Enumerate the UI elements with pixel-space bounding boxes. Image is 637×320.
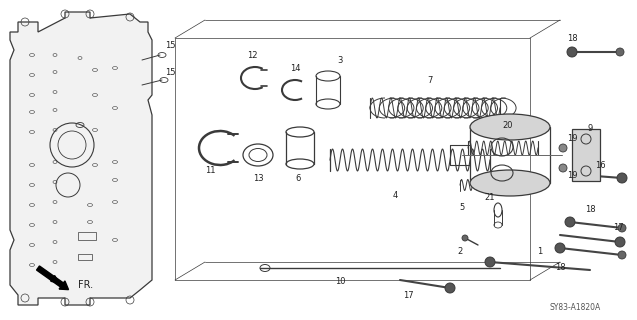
Text: 3: 3 — [338, 55, 343, 65]
FancyArrow shape — [36, 266, 69, 290]
Text: 8: 8 — [477, 121, 483, 130]
Circle shape — [559, 164, 567, 172]
Text: 18: 18 — [585, 205, 596, 214]
Text: 7: 7 — [427, 76, 433, 84]
Text: 15: 15 — [165, 41, 175, 50]
Text: 10: 10 — [335, 277, 345, 286]
Circle shape — [555, 243, 565, 253]
Circle shape — [559, 144, 567, 152]
Text: 2: 2 — [457, 247, 462, 257]
Circle shape — [462, 235, 468, 241]
Text: 5: 5 — [459, 204, 464, 212]
Circle shape — [618, 224, 626, 232]
Circle shape — [615, 237, 625, 247]
Ellipse shape — [470, 114, 550, 140]
Bar — [78, 232, 96, 240]
Text: 18: 18 — [555, 263, 565, 273]
Text: SY83-A1820A: SY83-A1820A — [549, 303, 601, 313]
Circle shape — [567, 47, 577, 57]
Text: 17: 17 — [403, 291, 413, 300]
Bar — [572, 129, 600, 181]
Circle shape — [616, 48, 624, 56]
Bar — [78, 254, 92, 260]
Text: 18: 18 — [567, 34, 577, 43]
Text: 19: 19 — [567, 171, 577, 180]
Text: 6: 6 — [296, 173, 301, 182]
Text: 17: 17 — [613, 223, 624, 233]
Circle shape — [617, 173, 627, 183]
Text: 20: 20 — [503, 121, 513, 130]
Text: 13: 13 — [253, 173, 263, 182]
Text: 9: 9 — [587, 124, 592, 132]
Circle shape — [618, 251, 626, 259]
Text: 1: 1 — [538, 247, 543, 257]
Ellipse shape — [470, 170, 550, 196]
Text: 19: 19 — [567, 133, 577, 142]
Text: 11: 11 — [204, 165, 215, 174]
Text: 4: 4 — [392, 190, 397, 199]
Text: 15: 15 — [165, 68, 175, 76]
Circle shape — [445, 283, 455, 293]
Text: 21: 21 — [485, 194, 495, 203]
Circle shape — [565, 217, 575, 227]
Text: 14: 14 — [290, 63, 300, 73]
Polygon shape — [10, 12, 152, 305]
Text: 12: 12 — [247, 51, 257, 60]
Text: 16: 16 — [595, 161, 605, 170]
Circle shape — [485, 257, 495, 267]
Text: FR.: FR. — [78, 280, 93, 290]
